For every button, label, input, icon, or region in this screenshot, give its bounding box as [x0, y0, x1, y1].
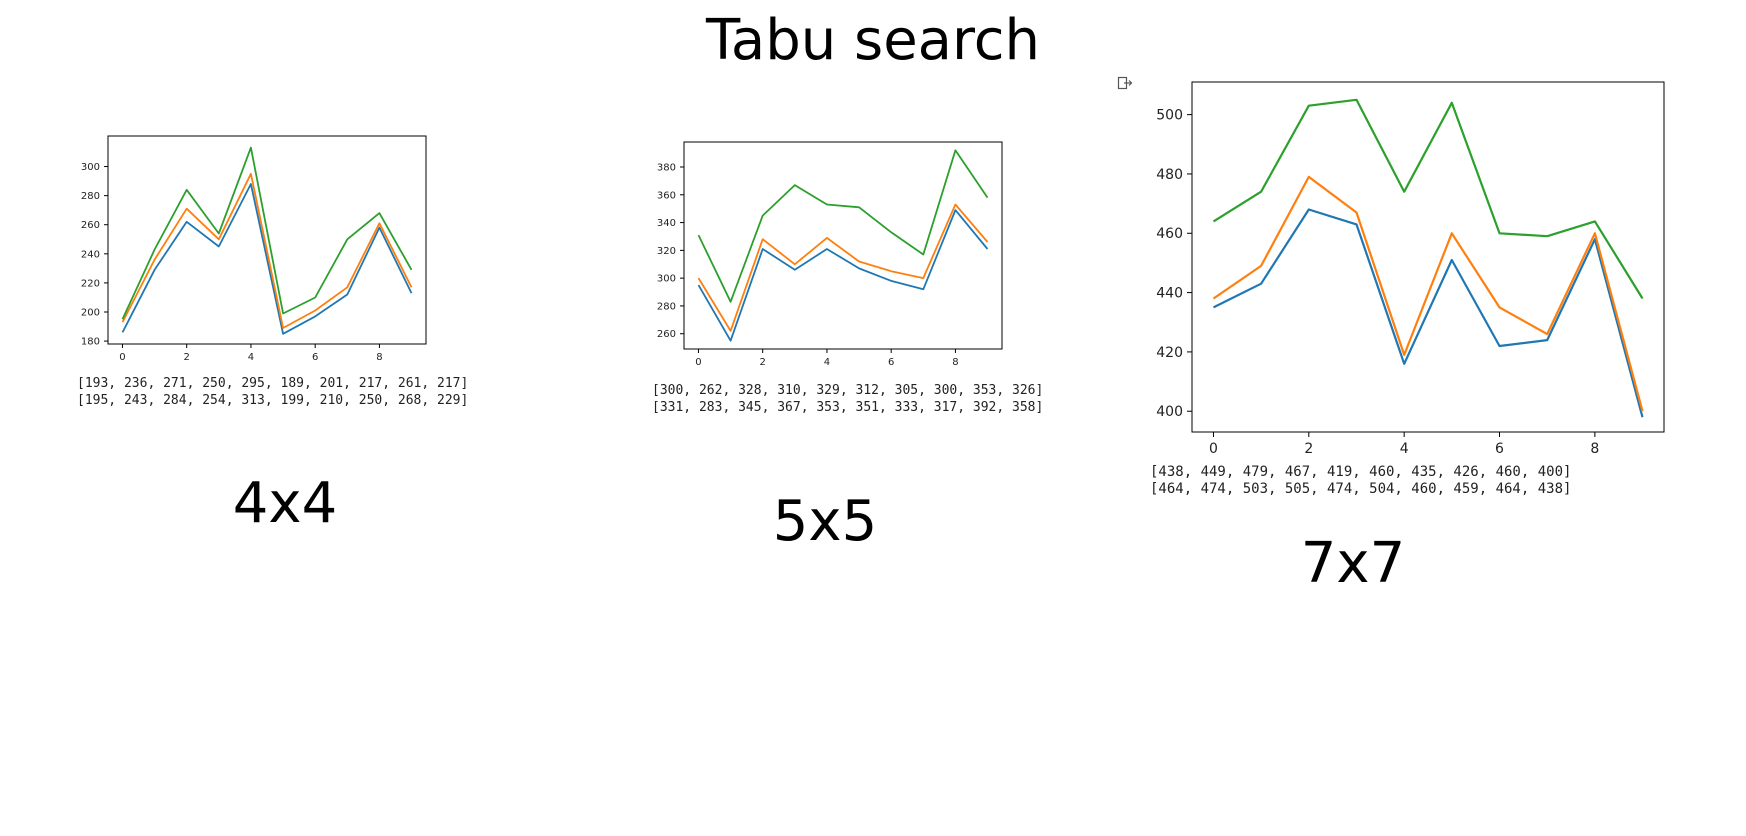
y-tick-label: 300	[81, 162, 100, 173]
y-tick-label: 280	[81, 191, 100, 202]
x-tick-label: 6	[1495, 441, 1504, 457]
y-tick-label: 300	[657, 274, 676, 285]
printed-list-2: [331, 283, 345, 367, 353, 351, 333, 317,…	[652, 400, 1044, 415]
y-tick-label: 260	[657, 329, 676, 340]
x-tick-label: 4	[248, 352, 254, 363]
y-tick-label: 280	[657, 301, 676, 312]
y-tick-label: 240	[81, 249, 100, 260]
y-tick-label: 440	[1156, 285, 1183, 301]
x-tick-label: 0	[695, 357, 701, 368]
x-tick-label: 0	[119, 352, 125, 363]
x-tick-label: 2	[1304, 441, 1313, 457]
series-line-1	[1213, 208, 1644, 418]
y-tick-label: 220	[81, 278, 100, 289]
y-tick-label: 460	[1156, 226, 1183, 242]
printed-list-1: [193, 236, 271, 250, 295, 189, 201, 217,…	[77, 376, 469, 391]
y-tick-label: 480	[1156, 167, 1183, 183]
x-tick-label: 6	[312, 352, 318, 363]
line-chart-4x4: 0 2 4 6 8 180 200 220 240 260 280 300	[81, 135, 427, 363]
series-line-2	[121, 172, 413, 329]
x-tick-label: 4	[1400, 441, 1409, 457]
y-tick-label: 420	[1156, 345, 1183, 361]
series-line-2	[1212, 175, 1644, 412]
series-line-3	[121, 146, 413, 320]
y-tick-label: 340	[657, 218, 676, 229]
x-tick-label: 2	[760, 357, 766, 368]
printed-list-1: [300, 262, 328, 310, 329, 312, 305, 300,…	[652, 383, 1044, 398]
line-chart-5x5: 0 2 4 6 8 260 280 300 320 340 360 380	[657, 141, 1003, 368]
y-tick-label: 360	[657, 190, 676, 201]
export-icon[interactable]	[1117, 75, 1133, 91]
x-tick-label: 8	[952, 357, 958, 368]
y-tick-label: 320	[657, 246, 676, 257]
y-tick-label: 400	[1156, 404, 1183, 420]
y-tick-label: 500	[1156, 108, 1183, 124]
y-tick-label: 260	[81, 220, 100, 231]
line-chart-7x7: 0 2 4 6 8 400 420 440 460 480 500	[1156, 81, 1665, 457]
x-tick-label: 8	[1590, 441, 1599, 457]
plot-frame	[1191, 81, 1665, 433]
panel-caption: 7x7	[1300, 531, 1406, 596]
plot-frame	[683, 141, 1003, 350]
x-tick-label: 6	[888, 357, 894, 368]
x-tick-label: 4	[824, 357, 830, 368]
y-tick-label: 180	[81, 337, 100, 348]
printed-list-2: [195, 243, 284, 254, 313, 199, 210, 250,…	[77, 393, 469, 408]
plot-frame	[107, 135, 427, 345]
panel-caption: 5x5	[772, 489, 878, 554]
x-tick-label: 2	[184, 352, 190, 363]
panel-caption: 4x4	[232, 471, 338, 536]
x-tick-label: 0	[1209, 441, 1218, 457]
series-line-3	[1212, 98, 1644, 300]
y-tick-label: 200	[81, 308, 100, 319]
printed-list-2: [464, 474, 503, 505, 474, 504, 460, 459,…	[1150, 481, 1572, 497]
x-tick-label: 8	[376, 352, 382, 363]
series-line-1	[697, 209, 989, 342]
slide-title: Tabu search	[705, 8, 1041, 73]
y-tick-label: 380	[657, 163, 676, 174]
series-line-3	[697, 149, 989, 303]
series-line-1	[121, 183, 413, 335]
printed-list-1: [438, 449, 479, 467, 419, 460, 435, 426,…	[1150, 464, 1572, 480]
series-line-2	[697, 203, 989, 332]
